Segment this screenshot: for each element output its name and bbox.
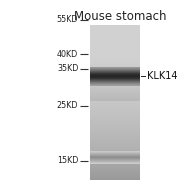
Text: KLK14: KLK14 [147, 71, 177, 81]
Text: 35KD: 35KD [57, 64, 78, 73]
Text: 25KD: 25KD [57, 101, 78, 110]
Text: 55KD: 55KD [57, 15, 78, 24]
Text: 40KD: 40KD [57, 50, 78, 59]
Text: 15KD: 15KD [57, 156, 78, 165]
Text: Mouse stomach: Mouse stomach [74, 10, 167, 22]
